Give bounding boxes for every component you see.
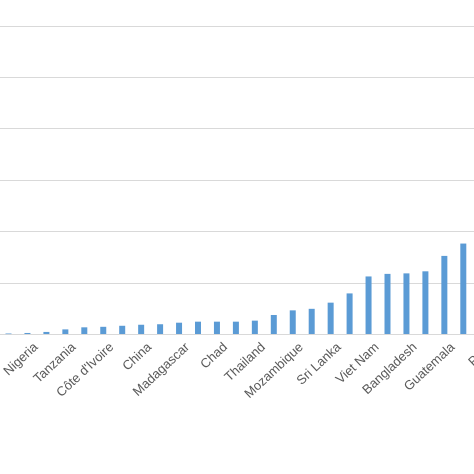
bar-8 bbox=[138, 324, 145, 334]
bar-10 bbox=[176, 322, 183, 334]
bar-20 bbox=[365, 276, 372, 334]
bar-18 bbox=[327, 302, 334, 334]
bar-5 bbox=[81, 327, 88, 334]
bar-3 bbox=[43, 331, 50, 334]
gridlines bbox=[0, 26, 474, 335]
category-label: Chad bbox=[197, 339, 230, 371]
bar-1 bbox=[5, 333, 12, 335]
bar-9 bbox=[157, 324, 164, 334]
bar-23 bbox=[422, 271, 429, 334]
bar-2 bbox=[24, 332, 31, 334]
bar-24 bbox=[441, 255, 448, 334]
bar-14 bbox=[251, 320, 258, 334]
category-label: Peru bbox=[465, 339, 474, 369]
bar-11 bbox=[195, 321, 201, 334]
bar-6 bbox=[100, 326, 107, 334]
bar-25 bbox=[460, 243, 467, 334]
bar-4 bbox=[62, 329, 69, 334]
bar-17 bbox=[308, 308, 315, 334]
bar-15 bbox=[270, 314, 277, 334]
bar-13 bbox=[232, 321, 239, 334]
bars bbox=[5, 243, 467, 335]
bar-7 bbox=[119, 325, 126, 334]
bar-22 bbox=[403, 273, 410, 334]
bar-12 bbox=[213, 321, 220, 334]
bar-21 bbox=[384, 273, 391, 334]
bar-16 bbox=[289, 310, 296, 334]
bar-19 bbox=[346, 293, 353, 334]
